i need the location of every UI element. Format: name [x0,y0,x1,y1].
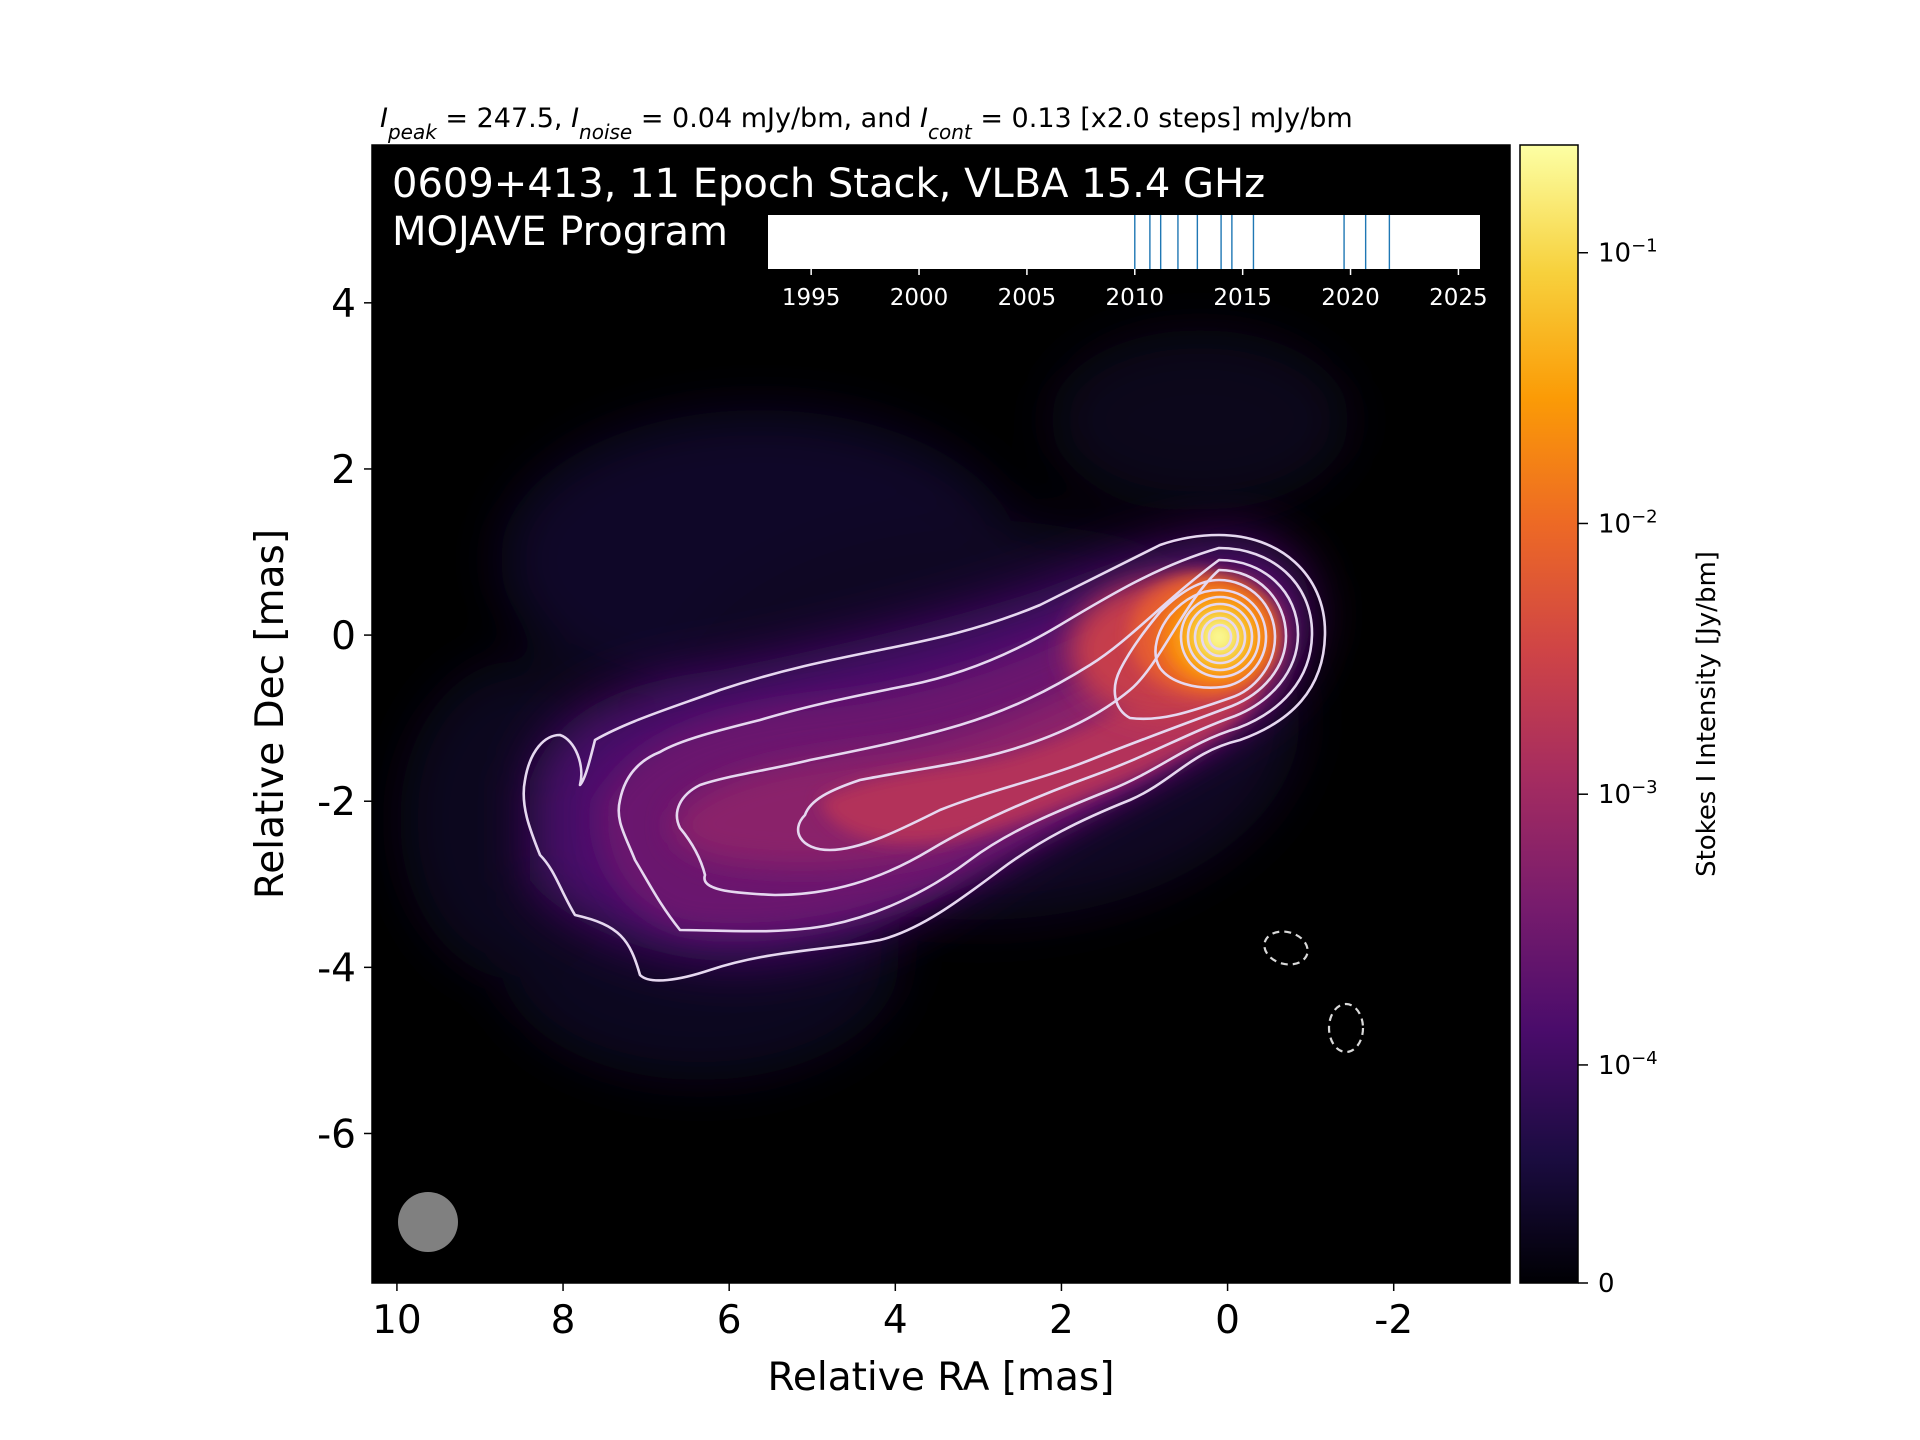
contour-level-7 [1179,595,1261,679]
contour-level-11 [1207,623,1233,651]
x-tick-label: 6 [717,1298,742,1343]
stats-part: I [380,103,388,134]
colorbar-tick-exponent: −1 [1631,235,1658,256]
beam-ellipse [398,1192,458,1252]
timeline-tick-label: 2000 [890,285,949,311]
stats-part: noise [579,120,632,144]
x-tick-label: 0 [1215,1298,1240,1343]
colorbar-tick-label: 10−2 [1598,506,1658,540]
colorbar: 010−410−310−210−1 Stokes I Intensity [Jy… [1519,144,1722,1299]
colorbar-tick-base: 10 [1598,780,1631,810]
stats-part: I [571,103,579,134]
map-subtitle: MOJAVE Program [392,209,728,255]
stats-part: = 0.04 mJy/bm, and [632,103,920,134]
timeline-tick-label: 2010 [1106,285,1165,311]
stats-part: I [920,103,928,134]
colorbar-gradient [1519,144,1579,1284]
colorbar-tick-exponent: −2 [1631,506,1658,527]
x-tick-label: 2 [1049,1298,1074,1343]
contour-level-9 [1193,609,1247,665]
colorbar-tick-exponent: −4 [1631,1047,1658,1068]
map-frame [371,144,1511,1284]
timeline-tick-label: 2015 [1213,285,1272,311]
stats-part: cont [928,120,973,144]
colorbar-tick-label: 10−1 [1598,235,1658,269]
colorbar-tick-base: 0 [1598,1269,1615,1299]
colorbar-tick-base: 10 [1598,239,1631,269]
y-tick-label: 2 [331,448,356,493]
contour-level-2 [617,546,1314,933]
y-axis-label: Relative Dec [mas] [248,529,293,899]
colorbar-tick-label: 10−4 [1598,1047,1658,1081]
y-tick-label: 0 [331,614,356,659]
contour-level-4 [796,568,1288,852]
contour-level-3 [675,558,1300,897]
stats-part: = 0.13 [x2.0 steps] mJy/bm [972,103,1353,134]
contour-level-6 [1154,588,1268,689]
contour-level-5 [1113,578,1277,721]
y-tick-label: -2 [317,780,356,825]
timeline-tick-label: 1995 [782,285,841,311]
colorbar-tick-label: 10−3 [1598,777,1658,811]
contour-lines [522,533,1327,982]
negative-contour-1 [1263,930,1309,966]
colorbar-ticks: 010−410−310−210−1 [1578,235,1658,1299]
timeline-ticks: 1995 2000 2005 2010 2015 2020 2025 [782,269,1488,311]
y-tick-label: 4 [331,282,356,327]
timeline-tick-label: 2005 [998,285,1057,311]
y-tick-label: -4 [317,946,356,991]
contour-level-8 [1186,602,1254,672]
y-tick-label: -6 [317,1112,356,1157]
x-tick-label: 10 [372,1298,422,1343]
stats-part: = 247.5, [437,103,571,134]
colorbar-tick-label: 0 [1598,1269,1615,1299]
timeline-tick-label: 2020 [1321,285,1380,311]
image-stats-header: Ipeak = 247.5, Inoise = 0.04 mJy/bm, and… [380,103,1353,144]
colorbar-tick-exponent: −3 [1631,777,1658,798]
x-axis: 10 8 6 4 2 0 -2 [372,1283,1413,1343]
timeline-epoch-lines [1134,215,1391,269]
x-tick-label: 4 [883,1298,908,1343]
y-axis: 4 2 0 -2 -4 -6 [317,282,372,1157]
colorbar-tick-base: 10 [1598,1051,1631,1081]
epoch-timeline: 1995 2000 2005 2010 2015 2020 2025 [768,215,1488,311]
contour-level-1 [522,533,1327,982]
x-axis-label: Relative RA [mas] [768,1355,1115,1400]
contour-level-10 [1200,616,1240,658]
colorbar-label: Stokes I Intensity [Jy/bm] [1692,551,1722,877]
intensity-map: 0609+413, 11 Epoch Stack, VLBA 15.4 GHz … [371,144,1511,1284]
map-title: 0609+413, 11 Epoch Stack, VLBA 15.4 GHz [392,161,1265,207]
timeline-box [768,215,1480,269]
negative-contour-2 [1327,1002,1365,1054]
stats-part: peak [387,120,438,144]
x-tick-label: 8 [551,1298,576,1343]
negative-contours [1263,930,1365,1054]
colorbar-tick-base: 10 [1598,509,1631,539]
x-tick-label: -2 [1374,1298,1413,1343]
timeline-tick-label: 2025 [1429,285,1488,311]
